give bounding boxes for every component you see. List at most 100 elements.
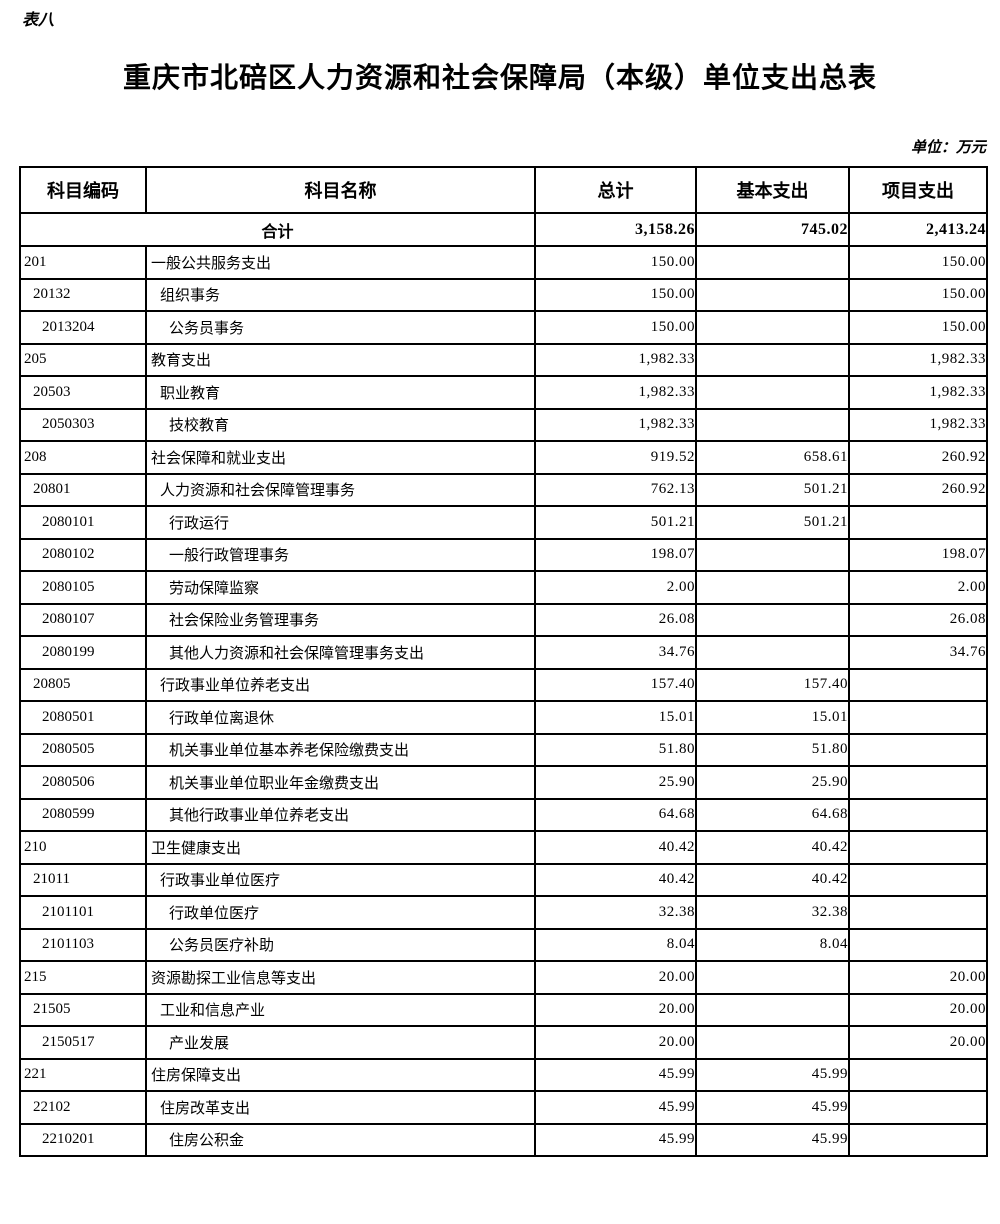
project-expenditure-cell — [848, 797, 988, 832]
col-header-subject-name: 科目名称 — [145, 166, 536, 214]
total-value-cell: 919.52 — [534, 440, 697, 475]
table-row: 20805 行政事业单位养老支出 157.40 157.40 — [19, 667, 988, 702]
basic-expenditure-cell — [695, 245, 850, 280]
subject-name-cell: 一般行政管理事务 — [145, 537, 536, 572]
subject-code-cell: 2050303 — [19, 407, 147, 442]
basic-expenditure-cell — [695, 570, 850, 605]
subject-name-cell: 机关事业单位职业年金缴费支出 — [145, 765, 536, 800]
subject-code-cell: 2080105 — [19, 570, 147, 605]
col-header-subject-code: 科目编码 — [19, 166, 147, 214]
project-expenditure-cell: 2.00 — [848, 570, 988, 605]
basic-expenditure-cell — [695, 602, 850, 637]
total-value-cell: 40.42 — [534, 830, 697, 865]
project-expenditure-cell: 1,982.33 — [848, 342, 988, 377]
table-row: 201 一般公共服务支出 150.00 150.00 — [19, 245, 988, 280]
basic-expenditure-cell: 32.38 — [695, 895, 850, 930]
project-expenditure-cell: 1,982.33 — [848, 407, 988, 442]
total-value-cell: 40.42 — [534, 862, 697, 897]
table-row: 210 卫生健康支出 40.42 40.42 — [19, 830, 988, 865]
basic-expenditure-cell — [695, 960, 850, 995]
subject-name-cell: 其他人力资源和社会保障管理事务支出 — [145, 635, 536, 670]
project-expenditure-cell — [848, 830, 988, 865]
subject-name-cell: 教育支出 — [145, 342, 536, 377]
table-row: 2080101 行政运行 501.21 501.21 — [19, 505, 988, 540]
subject-name-cell: 行政单位离退休 — [145, 700, 536, 735]
subject-code-cell: 22102 — [19, 1090, 147, 1125]
table-number-label: 表八 — [22, 12, 55, 29]
total-value-cell: 150.00 — [534, 245, 697, 280]
total-value-cell: 15.01 — [534, 700, 697, 735]
project-expenditure-cell — [848, 927, 988, 962]
expenditure-summary-table: 科目编码 科目名称 总计 基本支出 项目支出 合计 3,158.26 745.02 2… — [19, 166, 988, 1157]
subject-code-cell: 2080506 — [19, 765, 147, 800]
table-row: 2080107 社会保险业务管理事务 26.08 26.08 — [19, 602, 988, 637]
total-value-cell: 501.21 — [534, 505, 697, 540]
basic-expenditure-cell: 45.99 — [695, 1057, 850, 1092]
total-value-cell: 20.00 — [534, 1025, 697, 1060]
total-value-cell: 32.38 — [534, 895, 697, 930]
table-row: 205 教育支出 1,982.33 1,982.33 — [19, 342, 988, 377]
subject-code-cell: 20805 — [19, 667, 147, 702]
subject-name-cell: 工业和信息产业 — [145, 992, 536, 1027]
table-row: 221 住房保障支出 45.99 45.99 — [19, 1057, 988, 1092]
total-value-cell: 45.99 — [534, 1122, 697, 1157]
table-row: 2101101 行政单位医疗 32.38 32.38 — [19, 895, 988, 930]
subject-code-cell: 2080505 — [19, 732, 147, 767]
basic-expenditure-cell: 501.21 — [695, 472, 850, 507]
subject-code-cell: 2080101 — [19, 505, 147, 540]
basic-expenditure-cell: 25.90 — [695, 765, 850, 800]
subject-code-cell: 208 — [19, 440, 147, 475]
grand-total-total: 3,158.26 — [534, 212, 697, 247]
table-row: 21505 工业和信息产业 20.00 20.00 — [19, 992, 988, 1027]
project-expenditure-cell — [848, 732, 988, 767]
subject-name-cell: 机关事业单位基本养老保险缴费支出 — [145, 732, 536, 767]
subject-name-cell: 技校教育 — [145, 407, 536, 442]
subject-code-cell: 2080599 — [19, 797, 147, 832]
basic-expenditure-cell: 658.61 — [695, 440, 850, 475]
basic-expenditure-cell — [695, 407, 850, 442]
subject-code-cell: 2101101 — [19, 895, 147, 930]
table-row: 22102 住房改革支出 45.99 45.99 — [19, 1090, 988, 1125]
grand-total-row: 合计 3,158.26 745.02 2,413.24 — [19, 212, 988, 247]
page-title: 重庆市北碚区人力资源和社会保障局（本级）单位支出总表 — [122, 62, 877, 93]
subject-code-cell: 2080102 — [19, 537, 147, 572]
subject-name-cell: 一般公共服务支出 — [145, 245, 536, 280]
project-expenditure-cell: 260.92 — [848, 472, 988, 507]
project-expenditure-cell: 150.00 — [848, 310, 988, 345]
total-value-cell: 26.08 — [534, 602, 697, 637]
project-expenditure-cell — [848, 765, 988, 800]
table-row: 208 社会保障和就业支出 919.52 658.61 260.92 — [19, 440, 988, 475]
total-value-cell: 2.00 — [534, 570, 697, 605]
basic-expenditure-cell — [695, 537, 850, 572]
project-expenditure-cell — [848, 700, 988, 735]
project-expenditure-cell: 150.00 — [848, 277, 988, 312]
table-row: 20503 职业教育 1,982.33 1,982.33 — [19, 375, 988, 410]
basic-expenditure-cell — [695, 277, 850, 312]
table-row: 2080506 机关事业单位职业年金缴费支出 25.90 25.90 — [19, 765, 988, 800]
table-row: 2210201 住房公积金 45.99 45.99 — [19, 1122, 988, 1157]
total-value-cell: 157.40 — [534, 667, 697, 702]
subject-code-cell: 205 — [19, 342, 147, 377]
table-row: 20801 人力资源和社会保障管理事务 762.13 501.21 260.92 — [19, 472, 988, 507]
col-header-project-expenditure: 项目支出 — [848, 166, 988, 214]
basic-expenditure-cell: 157.40 — [695, 667, 850, 702]
total-value-cell: 1,982.33 — [534, 407, 697, 442]
col-header-total: 总计 — [534, 166, 697, 214]
basic-expenditure-cell — [695, 1025, 850, 1060]
basic-expenditure-cell — [695, 342, 850, 377]
col-header-basic-expenditure: 基本支出 — [695, 166, 850, 214]
total-value-cell: 45.99 — [534, 1057, 697, 1092]
total-value-cell: 150.00 — [534, 310, 697, 345]
project-expenditure-cell — [848, 1090, 988, 1125]
basic-expenditure-cell: 40.42 — [695, 830, 850, 865]
table-row: 2150517 产业发展 20.00 20.00 — [19, 1025, 988, 1060]
table-row: 2080102 一般行政管理事务 198.07 198.07 — [19, 537, 988, 572]
unit-note: 单位：万元 — [910, 140, 986, 156]
subject-code-cell: 20801 — [19, 472, 147, 507]
subject-name-cell: 劳动保障监察 — [145, 570, 536, 605]
subject-code-cell: 21505 — [19, 992, 147, 1027]
basic-expenditure-cell — [695, 375, 850, 410]
project-expenditure-cell: 34.76 — [848, 635, 988, 670]
basic-expenditure-cell — [695, 992, 850, 1027]
total-value-cell: 8.04 — [534, 927, 697, 962]
